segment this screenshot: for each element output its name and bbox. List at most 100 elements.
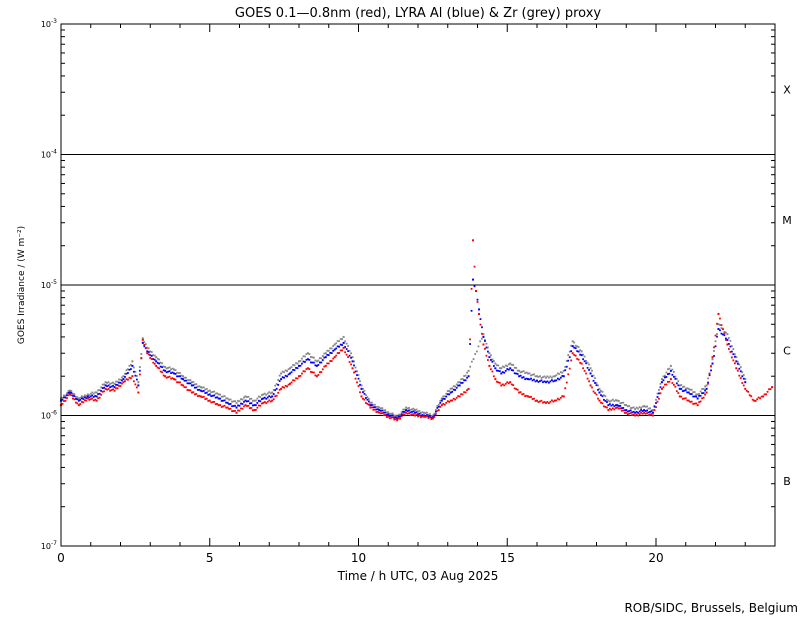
data-point-interp [347, 356, 349, 358]
data-point-interp [573, 341, 576, 344]
data-point [616, 404, 619, 407]
data-point-interp [323, 356, 326, 359]
data-point-interp [729, 339, 732, 342]
data-point-interp [723, 332, 726, 335]
data-point-interp [534, 375, 537, 378]
data-point-interp [278, 388, 281, 391]
data-point-interp [622, 407, 625, 409]
data-point-interp [537, 401, 540, 403]
data-point [360, 384, 363, 387]
data-point [477, 312, 480, 315]
data-point-interp [457, 395, 460, 398]
data-point-interp [348, 361, 351, 363]
data-point [360, 395, 363, 398]
data-point-interp [595, 382, 598, 384]
data-point-interp [308, 358, 311, 361]
data-point-interp [620, 407, 623, 410]
data-point-interp [664, 383, 666, 386]
data-point-interp [152, 354, 155, 356]
data-point-interp [180, 383, 183, 386]
data-point-interp [127, 372, 129, 374]
data-point-interp [716, 333, 718, 335]
data-point [625, 409, 628, 412]
data-point-interp [574, 344, 577, 347]
data-point-interp [542, 401, 544, 404]
data-point-interp [503, 371, 506, 374]
data-point [687, 391, 690, 394]
data-point-interp [394, 416, 397, 419]
data-point [226, 401, 229, 404]
data-point-interp [672, 383, 675, 386]
data-point [705, 391, 708, 394]
data-point-interp [650, 410, 653, 413]
data-point-interp [463, 391, 466, 394]
data-point-interp [188, 389, 190, 392]
data-point-interp [100, 386, 103, 389]
data-point-interp [692, 395, 695, 398]
data-point-interp [293, 369, 296, 372]
data-point-interp [579, 349, 582, 352]
data-point-interp [470, 360, 473, 363]
data-point-interp [158, 362, 161, 365]
data-point-interp [92, 399, 95, 402]
data-point-interp [211, 391, 214, 393]
data-point-interp [626, 410, 629, 413]
data-point-interp [332, 349, 335, 352]
data-point-interp [296, 377, 299, 380]
data-point-interp [326, 349, 329, 352]
data-point-interp [690, 400, 693, 403]
data-point-interp [574, 347, 577, 350]
data-point-interp [130, 368, 132, 370]
data-point-interp [653, 405, 656, 408]
data-point-interp [727, 337, 730, 339]
data-point-interp [421, 415, 424, 418]
data-point-interp [469, 338, 471, 341]
data-point-interp [611, 398, 614, 401]
data-point-interp [121, 382, 123, 385]
y-tick-label: 10-5 [41, 279, 57, 290]
data-point-interp [124, 380, 126, 383]
data-point-interp [504, 364, 507, 367]
data-point-interp [427, 413, 430, 416]
data-point [208, 389, 211, 392]
data-point-interp [135, 378, 138, 381]
data-point [351, 356, 354, 359]
data-point [324, 364, 327, 367]
data-point-interp [275, 394, 278, 397]
data-point [324, 356, 327, 359]
data-point-interp [161, 371, 164, 374]
data-point-interp [366, 396, 369, 398]
data-point-interp [394, 418, 397, 421]
data-point-interp [411, 413, 413, 416]
data-point-interp [684, 389, 687, 392]
data-point-interp [202, 395, 205, 398]
data-point [280, 372, 283, 375]
data-point-interp [556, 372, 559, 375]
data-point-interp [610, 408, 613, 411]
data-point [571, 345, 574, 348]
data-point-interp [550, 399, 553, 402]
data-point [652, 414, 655, 417]
data-point-interp [168, 366, 171, 369]
data-point-interp [510, 369, 513, 372]
data-point-interp [165, 367, 168, 370]
data-point-interp [98, 389, 101, 391]
data-point [711, 356, 714, 359]
data-point-interp [469, 343, 471, 345]
data-point-interp [586, 377, 589, 380]
data-point-interp [503, 366, 506, 369]
data-point-interp [295, 362, 297, 365]
data-point-interp [489, 354, 492, 357]
data-point-interp [495, 364, 498, 367]
data-point-interp [180, 374, 183, 377]
data-point [744, 378, 747, 381]
data-point [315, 364, 318, 367]
data-point-interp [63, 396, 65, 399]
data-point-interp [567, 373, 570, 376]
data-point-interp [140, 353, 143, 355]
data-point-interp [97, 393, 100, 395]
data-point-interp [672, 375, 675, 378]
data-point [131, 375, 134, 378]
data-point-interp [555, 379, 558, 382]
data-point-interp [668, 372, 671, 375]
